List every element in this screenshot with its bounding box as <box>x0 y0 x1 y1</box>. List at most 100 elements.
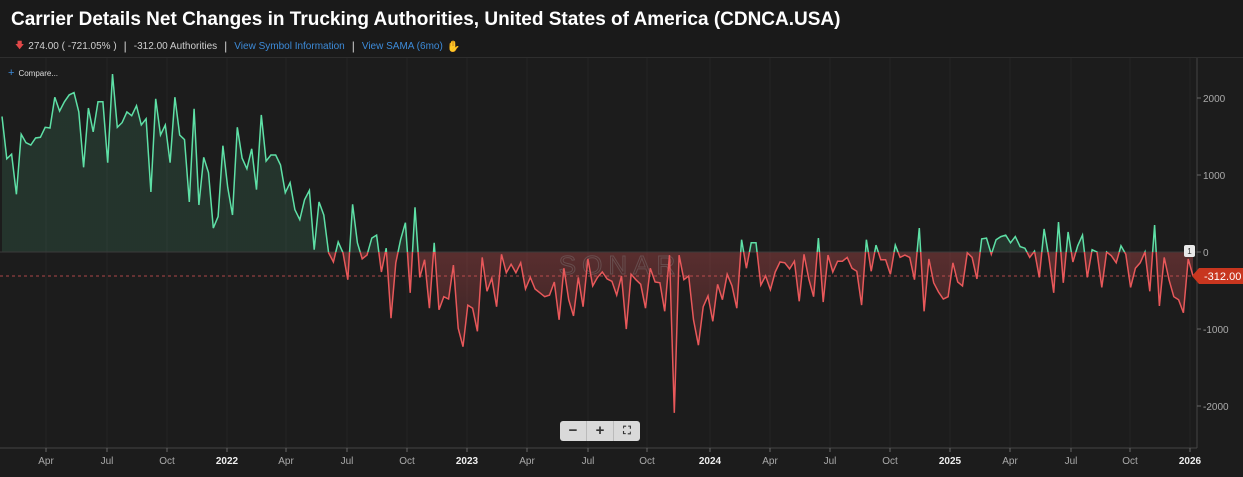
data-point <box>980 238 982 240</box>
data-point <box>635 279 637 281</box>
fullscreen-button[interactable]: ⛶ <box>623 425 631 437</box>
data-point <box>78 111 80 113</box>
data-point <box>414 206 416 208</box>
data-point <box>241 157 243 159</box>
x-tick-label: 2022 <box>216 456 239 467</box>
data-point <box>808 278 810 280</box>
data-point <box>1062 282 1064 284</box>
arrow-down-icon: 🡇 <box>15 40 25 50</box>
data-point <box>947 295 949 297</box>
data-point <box>793 260 795 262</box>
data-point <box>126 111 128 113</box>
data-point <box>875 244 877 246</box>
data-point <box>428 307 430 309</box>
event-flag-label: 1 <box>1187 247 1192 256</box>
data-point <box>846 256 848 258</box>
data-point <box>145 118 147 120</box>
data-point <box>217 215 219 217</box>
data-point <box>534 288 536 290</box>
data-point <box>457 327 459 329</box>
data-point <box>884 259 886 261</box>
data-point <box>529 276 531 278</box>
x-tick-label: 2026 <box>1179 456 1202 467</box>
data-point <box>558 319 560 321</box>
view-symbol-info-link[interactable]: View Symbol Information <box>234 40 345 52</box>
data-point <box>337 241 339 243</box>
data-point <box>327 252 329 254</box>
data-point <box>231 214 233 216</box>
data-point <box>539 292 541 294</box>
data-point <box>111 73 113 75</box>
data-point <box>433 242 435 244</box>
data-point <box>721 299 723 301</box>
current-value: -312.00 Authorities <box>133 40 218 52</box>
data-point <box>1005 234 1007 236</box>
data-point <box>92 131 94 133</box>
x-tick-label: Oct <box>1122 456 1138 467</box>
data-point <box>505 272 507 274</box>
data-point <box>222 145 224 147</box>
data-point <box>640 283 642 285</box>
zoom-out-button[interactable]: − <box>560 421 587 441</box>
x-tick-label: Apr <box>38 456 54 467</box>
data-point <box>1182 312 1184 314</box>
data-point <box>928 258 930 260</box>
data-point <box>44 126 46 128</box>
data-point <box>990 253 992 255</box>
event-flag <box>1184 245 1195 257</box>
chart-area[interactable]: SONAR 2000 1000 0 -1000 -2000 Apr Jul Oct 2022 Apr… <box>0 58 1243 477</box>
view-sama-link[interactable]: View SAMA (6mo) <box>361 40 443 52</box>
data-point <box>577 276 579 278</box>
y-tick-label: 1000 <box>1203 171 1226 182</box>
data-point <box>1024 247 1026 249</box>
data-point <box>611 280 613 282</box>
data-point <box>616 294 618 296</box>
data-point <box>251 148 253 150</box>
data-point <box>1149 290 1151 292</box>
data-point <box>150 191 152 193</box>
data-point <box>880 259 882 261</box>
data-point <box>308 189 310 191</box>
data-point <box>366 254 368 256</box>
data-point <box>937 291 939 293</box>
data-point <box>543 295 545 297</box>
data-point <box>1029 256 1031 258</box>
data-point <box>395 262 397 264</box>
data-point <box>188 201 190 203</box>
data-point <box>198 204 200 206</box>
data-point <box>68 94 70 96</box>
data-point <box>923 310 925 312</box>
chart-header: Carrier Details Net Changes in Trucking … <box>0 0 1243 58</box>
data-point <box>1000 235 1002 237</box>
data-point <box>1009 242 1011 244</box>
x-tick-label: Jul <box>341 456 354 467</box>
change-value: 274.00 ( -721.05% ) <box>28 40 117 52</box>
data-point <box>54 96 56 98</box>
current-value-label: -312.00 <box>1204 271 1241 283</box>
data-point <box>452 264 454 266</box>
data-point <box>1110 255 1112 257</box>
data-point <box>976 278 978 280</box>
data-point <box>961 285 963 287</box>
data-point <box>279 164 281 166</box>
compare-button[interactable]: + Compare... <box>8 67 58 79</box>
data-point <box>688 275 690 277</box>
x-tick-label: 2025 <box>939 456 962 467</box>
x-tick-label: Oct <box>639 456 655 467</box>
x-tick-label: 2024 <box>699 456 722 467</box>
x-tick-label: Oct <box>399 456 415 467</box>
current-value-badge <box>1192 268 1243 285</box>
data-point <box>918 227 920 229</box>
data-point <box>832 271 834 273</box>
data-point <box>1158 305 1160 307</box>
zoom-in-button[interactable]: + <box>587 421 614 441</box>
data-point <box>25 141 27 143</box>
data-point <box>323 214 325 216</box>
data-point <box>380 271 382 273</box>
data-point <box>817 237 819 239</box>
data-point <box>1134 267 1136 269</box>
data-point <box>1144 251 1146 253</box>
data-point <box>121 121 123 123</box>
data-point <box>476 330 478 332</box>
chart-hand-icon[interactable]: ✋ <box>446 40 461 53</box>
